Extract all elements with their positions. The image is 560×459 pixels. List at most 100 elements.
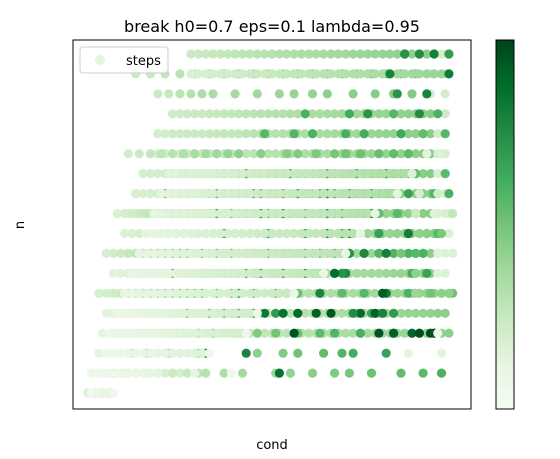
data-point — [300, 308, 310, 318]
data-point — [186, 308, 196, 318]
data-point — [400, 69, 410, 79]
data-point — [448, 208, 458, 219]
data-point — [179, 248, 189, 258]
data-point — [201, 189, 211, 199]
data-point — [326, 169, 336, 179]
data-point — [425, 288, 436, 298]
data-point — [363, 69, 373, 79]
data-point — [145, 169, 155, 179]
data-point — [193, 208, 203, 219]
data-point — [164, 189, 174, 199]
data-point — [263, 149, 273, 159]
data-point — [201, 268, 211, 278]
data-point — [366, 129, 377, 139]
data-point — [171, 169, 181, 179]
data-point — [274, 89, 284, 99]
data-point — [378, 308, 388, 318]
data-point — [322, 89, 332, 99]
data-point — [370, 308, 380, 318]
data-point — [414, 189, 424, 199]
data-point — [392, 288, 402, 298]
data-point — [237, 268, 248, 278]
data-point — [411, 208, 421, 219]
data-point — [215, 268, 225, 278]
data-point — [289, 208, 299, 219]
data-point — [330, 129, 340, 139]
data-point — [389, 328, 399, 338]
data-point — [300, 109, 310, 119]
data-point — [411, 129, 421, 139]
data-point — [197, 109, 207, 119]
data-point — [282, 288, 292, 298]
data-point — [237, 308, 248, 318]
data-point — [326, 69, 336, 79]
data-point — [208, 208, 218, 219]
data-point — [370, 169, 380, 179]
data-point — [348, 189, 358, 199]
data-point — [267, 69, 277, 79]
data-point — [311, 248, 321, 258]
data-point — [436, 69, 447, 79]
data-point — [201, 288, 211, 298]
data-point — [116, 248, 126, 258]
data-point — [348, 308, 358, 318]
data-point — [289, 228, 299, 239]
data-point — [289, 169, 299, 179]
data-point — [282, 248, 292, 258]
data-point — [260, 49, 270, 59]
data-point — [293, 149, 303, 159]
data-point — [448, 248, 458, 258]
data-point — [164, 89, 174, 99]
data-point — [315, 129, 325, 139]
data-point — [127, 208, 137, 219]
data-point — [440, 169, 450, 179]
data-point — [179, 208, 189, 219]
data-point — [208, 228, 218, 239]
data-point — [348, 169, 358, 179]
data-point — [164, 169, 174, 179]
data-point — [204, 129, 214, 139]
data-point — [304, 288, 314, 298]
data-point — [341, 208, 351, 219]
data-point — [234, 129, 244, 139]
data-point — [190, 328, 200, 338]
data-point — [123, 348, 133, 358]
data-point — [341, 69, 351, 79]
data-point — [134, 149, 144, 159]
data-point — [249, 149, 259, 159]
data-point — [108, 268, 119, 278]
data-point — [149, 268, 159, 278]
data-point — [237, 69, 248, 79]
data-point — [127, 288, 137, 298]
data-point — [407, 69, 417, 79]
data-point — [444, 69, 454, 79]
data-point — [149, 208, 159, 219]
data-point — [319, 208, 329, 219]
data-point — [322, 149, 332, 159]
data-point — [429, 69, 439, 79]
data-point — [164, 288, 174, 298]
data-point — [179, 169, 189, 179]
data-point — [193, 189, 203, 199]
data-point — [348, 348, 358, 358]
data-point — [396, 248, 406, 258]
data-point — [230, 208, 240, 219]
data-point — [282, 169, 292, 179]
data-point — [260, 268, 270, 278]
data-point — [197, 89, 207, 99]
data-point — [245, 49, 255, 59]
data-point — [108, 288, 119, 298]
data-point — [215, 208, 225, 219]
y-axis-label: n — [13, 221, 28, 229]
data-point — [160, 348, 170, 358]
data-point — [381, 129, 391, 139]
data-point — [145, 328, 155, 338]
data-point — [175, 109, 185, 119]
data-point — [341, 189, 351, 199]
data-point — [142, 228, 152, 239]
data-point — [341, 49, 351, 59]
data-point — [333, 248, 343, 258]
data-point — [296, 49, 307, 59]
data-point — [260, 308, 270, 318]
data-point — [245, 228, 255, 239]
